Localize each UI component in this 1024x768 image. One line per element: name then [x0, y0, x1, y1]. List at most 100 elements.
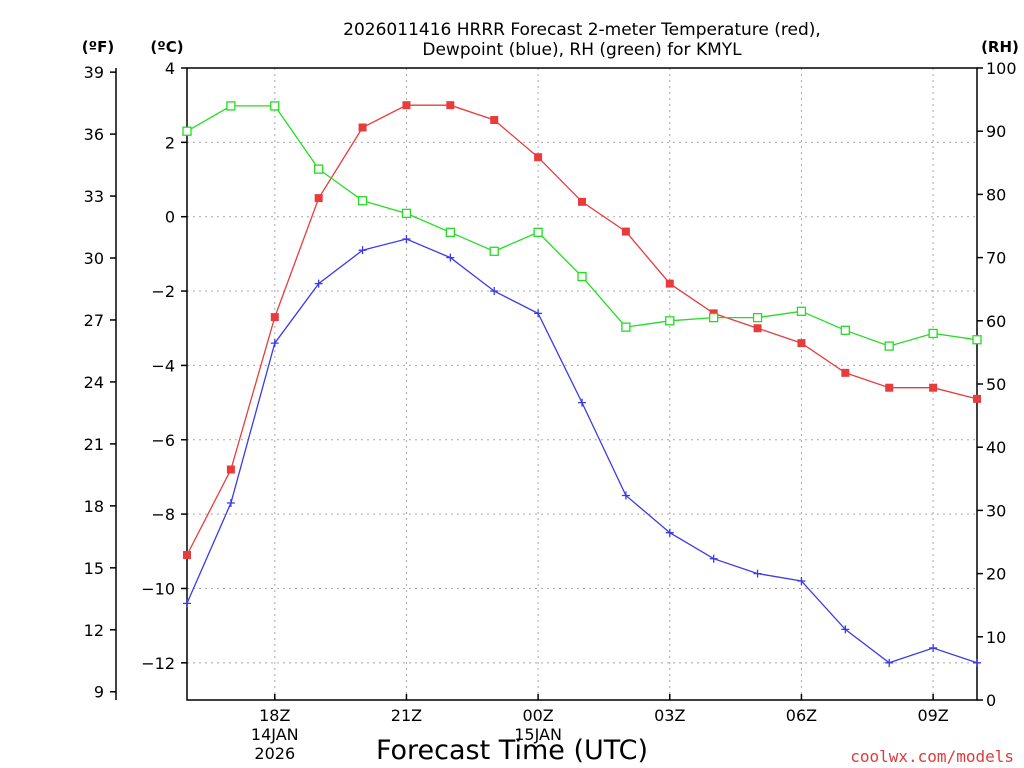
- temperature-point: [402, 101, 411, 110]
- rh-point: [928, 328, 938, 339]
- rh-point: [752, 312, 763, 323]
- credit-text: coolwx.com/models: [850, 747, 1014, 766]
- fahrenheit-tick-label: 9: [94, 683, 104, 702]
- celsius-tick-label: 0: [165, 208, 175, 227]
- dewpoint-point: [973, 658, 981, 667]
- dewpoint-point: [578, 398, 586, 407]
- temperature-point: [490, 116, 499, 125]
- x-tick-year-label: 2026: [254, 744, 295, 763]
- temperature-point: [753, 324, 762, 333]
- celsius-tick-label: −8: [151, 505, 175, 524]
- temperature-point: [183, 551, 191, 560]
- temperature-point: [358, 123, 367, 132]
- fahrenheit-tick-label: 18: [84, 497, 104, 516]
- fahrenheit-tick-label: 36: [84, 125, 104, 144]
- temperature-point: [929, 383, 938, 392]
- temperature-line: [186, 104, 978, 556]
- celsius-tick-label: −2: [151, 282, 175, 301]
- dewpoint-point: [621, 491, 630, 500]
- chart-title: 2026011416 HRRR Forecast 2-meter Tempera…: [343, 20, 821, 40]
- temperature-point: [314, 194, 323, 203]
- celsius-tick-label: −10: [141, 579, 175, 598]
- temperature-point: [534, 153, 543, 162]
- rh-unit-label: (RH): [981, 38, 1019, 56]
- rh-tick-label: 50: [986, 375, 1006, 394]
- fahrenheit-unit-label: (ºF): [82, 38, 114, 56]
- dewpoint-point: [841, 625, 850, 634]
- grid-lines: [187, 67, 977, 700]
- temperature-point: [885, 383, 894, 392]
- rh-point: [796, 306, 807, 316]
- x-tick-date-label: 15JAN: [514, 725, 562, 744]
- x-tick-label: 06Z: [786, 706, 817, 725]
- temperature-point: [797, 339, 806, 348]
- rh-tick-label: 90: [986, 122, 1006, 141]
- fahrenheit-tick-label: 30: [84, 249, 104, 268]
- temperature-point: [665, 279, 674, 288]
- rh-line: [186, 105, 978, 347]
- celsius-tick-label: −12: [141, 654, 175, 673]
- celsius-tick-label: −4: [151, 356, 175, 375]
- temperature-point: [841, 368, 850, 377]
- dewpoint-point: [534, 309, 543, 318]
- rh-point: [357, 196, 368, 206]
- rh-point: [533, 227, 543, 237]
- rh-tick-label: 20: [986, 565, 1006, 584]
- dewpoint-point: [797, 577, 806, 586]
- dewpoint-point: [314, 279, 323, 288]
- temperature-point: [973, 394, 981, 403]
- fahrenheit-tick-label: 12: [84, 621, 104, 640]
- fahrenheit-tick-label: 33: [84, 187, 104, 206]
- celsius-tick-label: −6: [151, 431, 175, 450]
- dewpoint-point: [885, 658, 894, 667]
- rh-point: [840, 325, 850, 335]
- rh-tick-label: 60: [986, 312, 1006, 331]
- celsius-unit-label: (ºC): [150, 38, 183, 56]
- rh-point: [621, 322, 631, 332]
- temperature-point: [270, 313, 279, 322]
- rh-point: [445, 227, 455, 237]
- x-tick-label: 18Z: [259, 706, 290, 725]
- rh-tick-label: 10: [986, 628, 1006, 647]
- data-series: [182, 101, 982, 667]
- rh-tick-label: 0: [986, 691, 996, 710]
- dewpoint-point: [446, 253, 455, 262]
- dewpoint-point: [358, 246, 367, 255]
- x-tick-label: 09Z: [917, 706, 948, 725]
- rh-point: [401, 208, 412, 219]
- dewpoint-line: [186, 238, 978, 664]
- temperature-point: [446, 101, 455, 110]
- rh-point: [489, 246, 499, 256]
- rh-point: [182, 126, 192, 136]
- x-tick-label: 00Z: [522, 706, 553, 725]
- rh-tick-label: 30: [986, 501, 1006, 520]
- rh-point: [709, 312, 719, 323]
- axes: [115, 67, 978, 701]
- dewpoint-point: [270, 339, 279, 348]
- dewpoint-point: [753, 569, 762, 578]
- rh-tick-label: 100: [986, 59, 1017, 78]
- x-tick-date-label: 14JAN: [251, 725, 299, 744]
- plot-frame: [186, 67, 978, 701]
- dewpoint-point: [402, 235, 411, 244]
- temperature-point: [578, 197, 586, 206]
- fahrenheit-tick-label: 24: [84, 373, 104, 392]
- rh-point: [972, 335, 982, 345]
- temperature-point: [621, 227, 630, 236]
- celsius-tick-label: 4: [165, 59, 175, 78]
- dewpoint-point: [709, 554, 718, 563]
- rh-point: [577, 271, 587, 282]
- dewpoint-point: [490, 287, 499, 296]
- rh-point: [270, 101, 280, 111]
- rh-point: [314, 164, 324, 174]
- x-tick-label: 03Z: [654, 706, 685, 725]
- fahrenheit-tick-label: 15: [84, 559, 104, 578]
- rh-tick-label: 80: [986, 185, 1006, 204]
- fahrenheit-tick-label: 39: [84, 63, 104, 82]
- x-tick-label: 21Z: [391, 706, 422, 725]
- dewpoint-point: [183, 599, 191, 608]
- dewpoint-point: [665, 528, 674, 537]
- rh-tick-label: 70: [986, 249, 1006, 268]
- chart-subtitle: Dewpoint (blue), RH (green) for KMYL: [422, 40, 742, 60]
